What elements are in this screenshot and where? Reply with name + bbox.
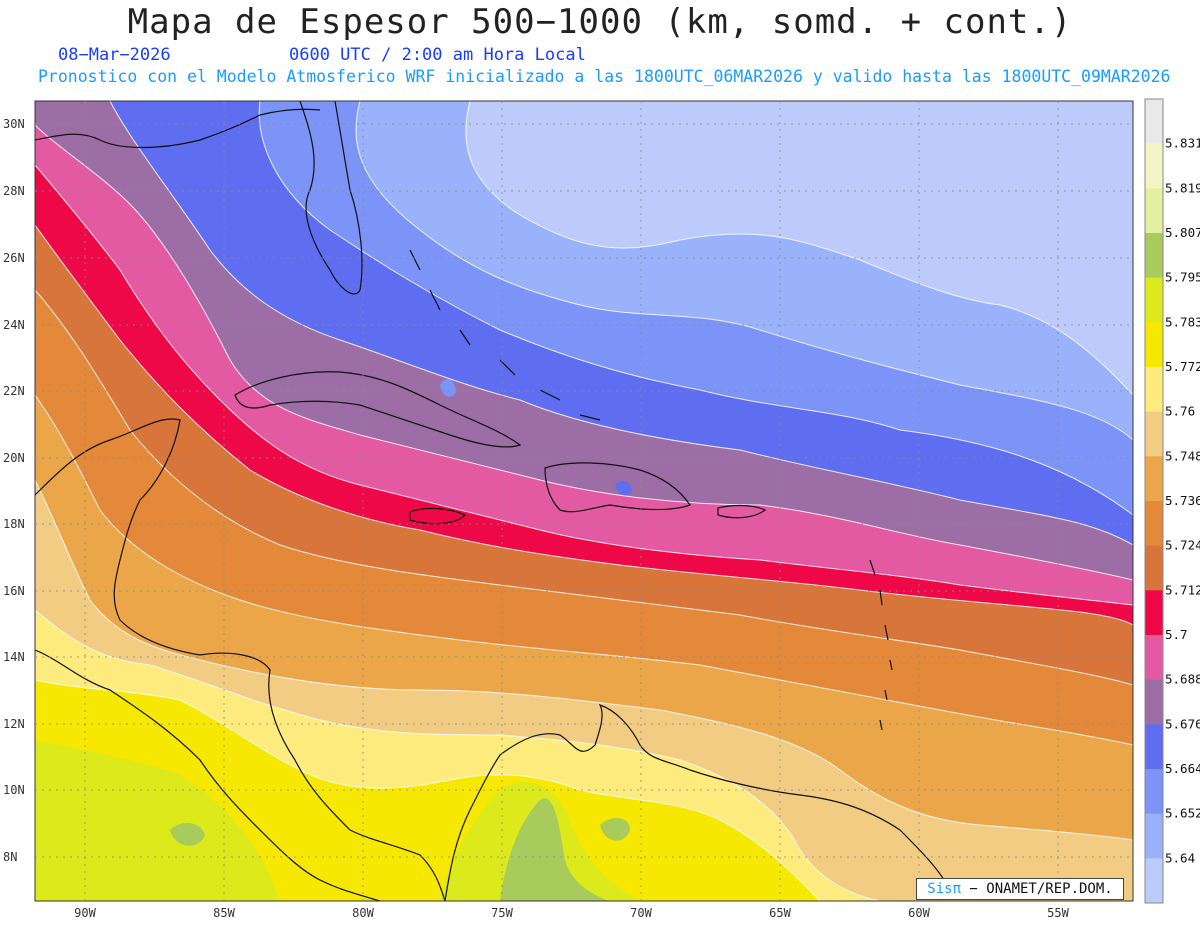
lat-label: 28N — [3, 184, 25, 198]
lon-label: 55W — [1047, 906, 1069, 920]
colorbar-level-label: 5.724 — [1165, 538, 1200, 553]
colorbar-level-label: 5.783 — [1165, 314, 1200, 329]
thickness-contours — [35, 101, 1133, 901]
colorbar-level-label: 5.772 — [1165, 359, 1200, 374]
forecast-info: Pronostico con el Modelo Atmosferico WRF… — [38, 67, 1171, 86]
forecast-time: 0600 UTC / 2:00 am Hora Local — [289, 45, 586, 65]
lon-label: 75W — [491, 906, 513, 920]
colorbar-level-label: 5.819 — [1165, 180, 1200, 195]
lon-label: 60W — [908, 906, 930, 920]
lon-label: 65W — [769, 906, 791, 920]
lat-label: 18N — [3, 517, 25, 531]
colorbar-swatch — [1145, 545, 1163, 591]
lon-label: 80W — [352, 906, 374, 920]
colorbar-level-label: 5.831 — [1165, 136, 1200, 151]
colorbar-level-label: 5.664 — [1165, 761, 1200, 776]
colorbar: 5.831 5.819 5.807 5.795 5.783 5.772 5.76 5.748 5… — [1144, 98, 1200, 904]
colorbar-swatch — [1145, 501, 1163, 547]
sispi-logo: Sisπ — [927, 881, 961, 897]
colorbar-swatch — [1145, 233, 1163, 279]
credit-box: Sisπ − ONAMET/REP.DOM. — [916, 878, 1124, 900]
lat-label: 12N — [3, 717, 25, 731]
lat-label: 26N — [3, 251, 25, 265]
colorbar-level-label: 5.76 — [1165, 404, 1195, 419]
lat-label: 22N — [3, 384, 25, 398]
colorbar-level-label: 5.676 — [1165, 716, 1200, 731]
lat-label: 10N — [3, 783, 25, 797]
colorbar-swatch — [1145, 277, 1163, 323]
colorbar-level-label: 5.7 — [1165, 627, 1188, 642]
colorbar-swatch — [1145, 769, 1163, 815]
lat-label: 20N — [3, 451, 25, 465]
longitude-labels: 90W 85W 80W 75W 70W 65W 60W 55W — [74, 906, 1069, 920]
lon-label: 85W — [213, 906, 235, 920]
colorbar-swatch — [1145, 322, 1163, 368]
lat-label: 14N — [3, 650, 25, 664]
colorbar-swatch — [1145, 858, 1163, 904]
colorbar-swatch — [1145, 724, 1163, 770]
colorbar-swatch — [1145, 143, 1163, 189]
colorbar-level-label: 5.748 — [1165, 448, 1200, 463]
colorbar-level-label: 5.688 — [1165, 672, 1200, 687]
colorbar-level-label: 5.652 — [1165, 806, 1200, 821]
lat-label: 24N — [3, 318, 25, 332]
latitude-labels: 30N 28N 26N 24N 22N 20N 18N 16N 14N 12N … — [3, 117, 25, 864]
map-frame — [34, 100, 1134, 902]
forecast-date: 08−Mar−2026 — [58, 45, 171, 65]
colorbar-swatch — [1145, 679, 1163, 725]
colorbar-swatch — [1145, 99, 1163, 145]
colorbar-swatch — [1145, 813, 1163, 859]
colorbar-level-label: 5.736 — [1165, 493, 1200, 508]
graticule — [35, 101, 1133, 901]
colorbar-swatch — [1145, 367, 1163, 413]
colorbar-swatch — [1145, 456, 1163, 502]
map-title: Mapa de Espesor 500−1000 (km, somd. + co… — [127, 2, 1073, 42]
colorbar-level-label: 5.807 — [1165, 225, 1200, 240]
colorbar-swatch — [1145, 188, 1163, 234]
colorbar-level-label: 5.64 — [1165, 850, 1195, 865]
lat-label: 8N — [3, 850, 17, 864]
colorbar-level-label: 5.795 — [1165, 270, 1200, 285]
colorbar-frame — [1144, 98, 1164, 904]
colorbar-level-label: 5.712 — [1165, 582, 1200, 597]
colorbar-swatch — [1145, 635, 1163, 681]
colorbar-swatch — [1145, 590, 1163, 636]
credit-text: − ONAMET/REP.DOM. — [961, 881, 1113, 897]
lon-label: 70W — [630, 906, 652, 920]
lat-label: 16N — [3, 584, 25, 598]
lat-label: 30N — [3, 117, 25, 131]
colorbar-swatch — [1145, 411, 1163, 457]
coastlines — [35, 101, 951, 901]
lon-label: 90W — [74, 906, 96, 920]
